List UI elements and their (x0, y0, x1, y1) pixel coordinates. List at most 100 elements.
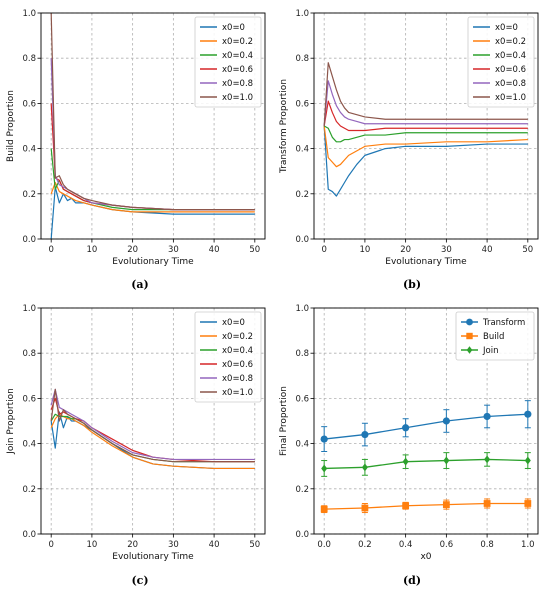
data-point (484, 455, 491, 464)
y-axis-label: Transform Proportion (279, 79, 289, 174)
x-tick-label: 0.2 (358, 540, 372, 550)
y-tick-label: 0.4 (295, 145, 309, 155)
y-tick-label: 0.0 (295, 530, 309, 540)
x-tick-label: 50 (249, 245, 260, 255)
x-tick-label: 0.4 (399, 540, 413, 550)
legend-label: x0=1.0 (495, 93, 526, 103)
panel-4: 0.0 0.2 0.4 0.6 0.8 1.0 0.0 0.2 0.4 0.6 0.8 1.0 x0 Fi… (279, 304, 539, 587)
y-tick-label: 0.2 (295, 485, 309, 495)
legend-label: Transform (482, 318, 525, 328)
x-tick-label: 50 (249, 540, 260, 550)
y-tick-label: 0.6 (295, 99, 309, 109)
data-point (483, 412, 491, 421)
series-transform (320, 400, 532, 453)
legend: x0=0 x0=0.2 x0=0.4 x0=0.6 x0=0.8 x0=1.0 (194, 311, 262, 403)
x-axis-label: Evolutionary Time (112, 257, 194, 267)
data-point (320, 505, 328, 513)
legend-label: x0=0.2 (495, 37, 526, 47)
x-tick-label: 20 (127, 540, 138, 550)
legend: Transform Build Join (455, 311, 535, 361)
series-line-x0-0-8 (50, 388, 255, 461)
panel-3: 0 10 20 30 40 50 0.0 0.2 0.4 0.6 0.8 1.0 Evolutionar… (6, 304, 266, 587)
data-point (320, 435, 328, 443)
x-tick-label: 10 (359, 245, 370, 255)
series-line-x0-0-6 (50, 397, 255, 463)
series-line-x0-0-4 (323, 125, 528, 143)
x-tick-label: 40 (482, 245, 493, 255)
legend-label: x0=0.2 (222, 37, 253, 47)
legend-label: x0=1.0 (222, 388, 253, 398)
y-tick-label: 0.4 (295, 440, 309, 450)
data-point (524, 410, 532, 418)
legend: x0=0 x0=0.2 x0=0.4 x0=0.6 x0=0.8 x0=1.0 (467, 16, 535, 108)
x-tick-label: 40 (209, 245, 220, 255)
y-tick-label: 0.4 (22, 145, 36, 155)
data-point (402, 457, 409, 466)
y-tick-label: 0.6 (22, 99, 36, 109)
y-tick-label: 0.8 (295, 54, 309, 64)
data-point (524, 500, 532, 507)
y-tick-label: 0.6 (22, 394, 36, 404)
legend-label: x0=0.6 (222, 360, 253, 370)
data-point (402, 424, 410, 432)
legend-label: x0=0.6 (222, 65, 253, 75)
x-tick-label: 30 (168, 245, 179, 255)
legend-box (455, 311, 535, 361)
legend-label: x0=0.4 (222, 51, 253, 61)
x-tick-label: 10 (86, 245, 97, 255)
y-tick-label: 0.0 (22, 235, 36, 245)
panel-2: 0 10 20 30 40 50 0.0 0.2 0.4 0.6 0.8 1.0 Evolutionar… (279, 9, 539, 291)
plot-frame (313, 307, 539, 535)
x-tick-label: 50 (522, 245, 533, 255)
series-line-x0-0-2 (50, 181, 255, 213)
series-line (324, 413, 528, 440)
y-tick-label: 1.0 (22, 9, 36, 19)
x-axis-label: Evolutionary Time (112, 552, 194, 562)
legend-label: x0=0 (222, 23, 245, 33)
y-tick-label: 0.8 (295, 349, 309, 359)
y-tick-label: 0.6 (295, 394, 309, 404)
series-line-x0-0-2 (323, 125, 528, 168)
x-tick-label: 0.8 (480, 540, 494, 550)
legend-label: x0=0.2 (222, 332, 253, 342)
series-line-x0-0-6 (323, 100, 528, 132)
y-tick-label: 0.2 (22, 485, 36, 495)
legend-label: x0=0.8 (222, 79, 253, 89)
x-axis-label: Evolutionary Time (385, 257, 467, 267)
x-tick-label: 30 (168, 540, 179, 550)
y-tick-label: 0.2 (22, 190, 36, 200)
series-build (320, 498, 532, 514)
legend-box (194, 311, 262, 403)
series-line-x0-1-0 (50, 388, 255, 463)
legend-label: x0=0 (495, 23, 518, 33)
legend-label: Join (482, 346, 498, 356)
y-tick-label: 0.4 (22, 440, 36, 450)
series-line-x0-1-0 (50, 12, 255, 211)
y-tick-label: 0.0 (22, 530, 36, 540)
plot-frame (40, 307, 266, 535)
panel-caption: (a) (131, 278, 149, 291)
series-join (321, 452, 531, 477)
legend-label: x0=0.8 (495, 79, 526, 89)
panel-caption: (b) (403, 278, 421, 291)
series-line-x0-0-4 (50, 148, 255, 211)
x-tick-label: 30 (441, 245, 452, 255)
plot-frame (40, 12, 266, 240)
panel-caption: (c) (131, 574, 148, 587)
legend-label: Build (483, 332, 504, 342)
x-tick-label: 0.6 (440, 540, 454, 550)
y-tick-label: 0.8 (22, 54, 36, 64)
y-axis-label: Join Proportion (6, 388, 16, 455)
y-tick-label: 0.2 (295, 190, 309, 200)
x-tick-label: 0 (48, 540, 53, 550)
legend-marker (466, 332, 473, 340)
x-axis-label: x0 (420, 552, 431, 562)
series-line-x0-0-8 (323, 80, 528, 127)
series-line-x0-0 (323, 125, 528, 197)
y-tick-label: 1.0 (295, 9, 309, 19)
x-tick-label: 40 (209, 540, 220, 550)
y-tick-label: 0.8 (22, 349, 36, 359)
y-tick-label: 0.0 (295, 235, 309, 245)
legend-label: x0=0.4 (495, 51, 526, 61)
